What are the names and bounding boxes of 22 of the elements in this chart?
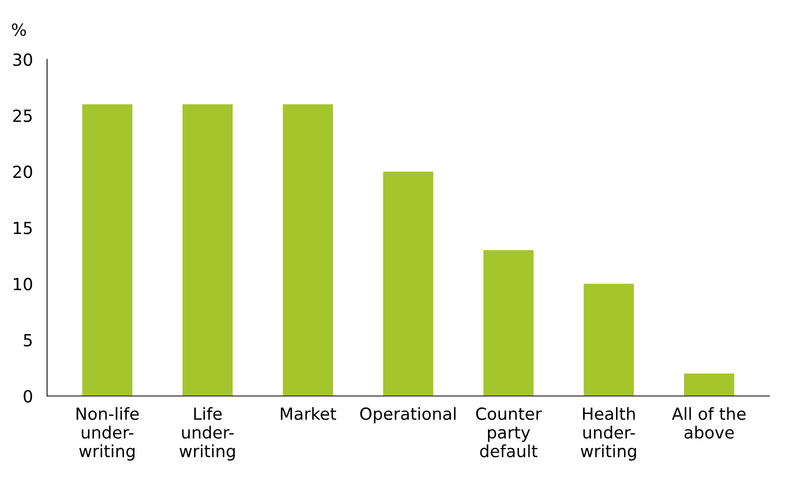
y-tick-label: 10 [14, 278, 32, 290]
y-tick-label: 25 [13, 109, 32, 122]
bar [383, 172, 434, 396]
x-tick-label: Non-life under- writing [76, 407, 139, 461]
x-tick-label: Counter party default [476, 407, 542, 458]
y-tick-label: 15 [14, 222, 32, 234]
y-tick-label: 20 [13, 166, 32, 178]
y-tick-label: 5 [24, 334, 32, 346]
bar [584, 284, 634, 396]
y-axis-title: % [12, 23, 26, 36]
x-tick-label: Life under- writing [180, 407, 235, 461]
x-tick-label: Operational [360, 407, 456, 424]
bar [684, 374, 734, 396]
bar [82, 104, 132, 396]
x-tick-label: Health under- writing [580, 407, 636, 461]
x-tick-label: All of the above [672, 407, 746, 439]
y-tick-label: 0 [24, 390, 32, 403]
bar [182, 104, 233, 396]
x-tick-label: Market [280, 407, 336, 420]
bar [483, 250, 534, 396]
y-tick-label: 30 [13, 53, 32, 66]
bar [282, 104, 333, 396]
